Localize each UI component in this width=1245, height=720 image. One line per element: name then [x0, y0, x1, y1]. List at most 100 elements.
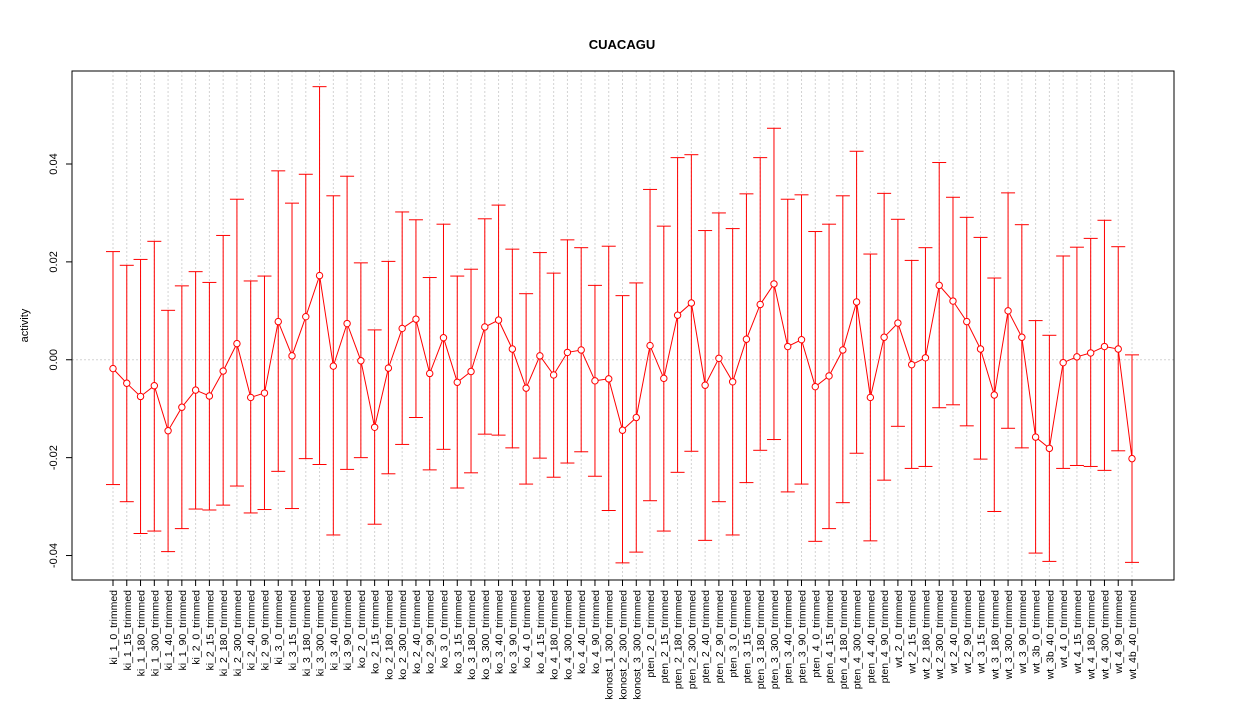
data-point — [660, 374, 668, 383]
x-tick-label: konost_2_300_trimmed — [618, 590, 630, 700]
data-point — [921, 354, 930, 362]
y-tick-label: -0.02 — [48, 445, 60, 470]
x-tick-label: wt_2_180_trimmed — [920, 590, 932, 680]
x-tick-label: pten_3_0_trimmed — [728, 590, 740, 678]
data-point — [797, 335, 806, 344]
data-point — [329, 362, 338, 370]
x-tick-label: ko_4_15_trimmed — [535, 590, 547, 674]
error-bars — [106, 86, 1139, 564]
x-tick-label: ki_2_90_trimmed — [259, 590, 271, 671]
data-point — [687, 299, 696, 307]
x-tick-label: pten_2_0_trimmed — [645, 590, 657, 678]
y-tick-label: 0.00 — [48, 349, 60, 370]
data-point — [467, 367, 475, 376]
data-point — [233, 339, 241, 348]
data-point — [591, 377, 599, 385]
data-point — [811, 382, 819, 391]
data-point — [618, 426, 627, 434]
x-tick-label: ki_1_90_trimmed — [177, 590, 189, 671]
data-point — [949, 297, 957, 305]
x-tick-label: pten_2_40_trimmed — [700, 590, 712, 684]
data-point — [770, 280, 778, 288]
data-point — [990, 391, 998, 399]
x-tick-label: ki_3_180_trimmed — [301, 590, 313, 677]
data-point — [715, 354, 723, 362]
y-tick-label: 0.02 — [48, 251, 60, 272]
data-point — [1045, 444, 1054, 453]
x-tick-label: pten_4_300_trimmed — [852, 590, 864, 689]
x-tick-label: ko_2_0_trimmed — [356, 590, 368, 668]
data-point — [646, 341, 654, 350]
data-point — [1073, 353, 1081, 361]
data-point — [1059, 358, 1067, 367]
x-tick-label: wt_2_0_trimmed — [893, 590, 905, 669]
data-point — [1114, 345, 1122, 353]
x-tick-label: wt_4_300_trimmed — [1099, 590, 1111, 680]
data-point — [178, 403, 186, 411]
x-tick-label: pten_4_90_trimmed — [879, 590, 891, 684]
data-point — [563, 348, 572, 357]
x-tick-label: ki_3_300_trimmed — [315, 590, 327, 677]
x-tick-label: wt_4_15_trimmed — [1072, 590, 1084, 675]
x-tick-label: wt_2_300_trimmed — [934, 590, 946, 680]
x-axis: ki_1_0_trimmed ki_1_15_trimmed ki_1_180_tr… — [108, 579, 1139, 700]
y-tick-label: -0.04 — [48, 543, 60, 568]
y-axis-label: activity — [19, 308, 31, 342]
data-point — [522, 384, 530, 392]
x-tick-label: ki_2_15_trimmed — [204, 590, 216, 671]
data-point — [1128, 454, 1136, 463]
data-point — [384, 364, 393, 372]
x-tick-label: wt_4_0_trimmed — [1058, 590, 1070, 669]
x-tick-label: ko_3_90_trimmed — [507, 590, 519, 674]
x-tick-label: ko_2_90_trimmed — [425, 590, 437, 674]
x-tick-label: wt_4_90_trimmed — [1113, 590, 1125, 675]
data-point — [123, 379, 131, 387]
data-point — [398, 324, 406, 333]
x-tick-label: wt_4_180_trimmed — [1086, 590, 1098, 680]
x-tick-label: pten_2_15_trimmed — [659, 590, 671, 684]
data-point — [1086, 349, 1095, 357]
x-tick-label: pten_4_40_trimmed — [865, 590, 877, 684]
data-point — [907, 360, 916, 369]
x-tick-label: pten_2_300_trimmed — [686, 590, 698, 689]
x-tick-label: pten_3_40_trimmed — [783, 590, 795, 684]
x-tick-label: ko_4_40_trimmed — [576, 590, 588, 674]
data-point — [439, 334, 448, 342]
x-tick-label: pten_2_90_trimmed — [714, 590, 726, 684]
x-tick-label: ki_2_40_trimmed — [246, 590, 258, 671]
data-point — [1100, 342, 1109, 351]
x-tick-label: ko_3_0_trimmed — [438, 590, 450, 668]
data-point — [150, 381, 159, 390]
x-tick-label: konost_1_300_trimmed — [604, 590, 616, 700]
data-point — [673, 311, 682, 319]
x-tick-label: ko_2_15_trimmed — [370, 590, 382, 674]
x-tick-label: ko_3_40_trimmed — [494, 590, 506, 674]
data-point — [205, 392, 214, 400]
data-point — [605, 375, 613, 383]
data-point — [756, 300, 764, 309]
x-tick-label: ko_2_300_trimmed — [397, 590, 409, 680]
y-axis: -0.04 -0.02 0.00 0.02 0.04 — [48, 153, 73, 568]
data-point — [247, 393, 255, 402]
x-tick-label: ki_1_180_trimmed — [136, 590, 148, 677]
data-point — [412, 315, 420, 323]
x-tick-label: wt_3b_40_trimmed — [1044, 590, 1056, 680]
x-tick-label: ko_4_180_trimmed — [549, 590, 561, 680]
x-tick-label: wt_3_180_trimmed — [989, 590, 1001, 680]
x-tick-label: ko_4_300_trimmed — [562, 590, 574, 680]
data-point — [370, 423, 379, 431]
x-tick-label: ki_1_0_trimmed — [108, 590, 120, 665]
x-tick-label: wt_2_40_trimmed — [948, 590, 960, 675]
data-point — [274, 317, 282, 326]
x-tick-label: pten_3_90_trimmed — [797, 590, 809, 684]
x-tick-label: ki_2_0_trimmed — [191, 590, 203, 665]
data-point — [577, 346, 585, 354]
x-tick-label: wt_3b_0_trimmed — [1031, 590, 1043, 675]
data-point — [109, 364, 117, 373]
data-point — [935, 281, 943, 290]
x-tick-label: ko_2_180_trimmed — [383, 590, 395, 680]
x-tick-label: pten_4_0_trimmed — [810, 590, 822, 678]
x-tick-label: ki_3_15_trimmed — [287, 590, 299, 671]
data-point — [728, 378, 737, 386]
